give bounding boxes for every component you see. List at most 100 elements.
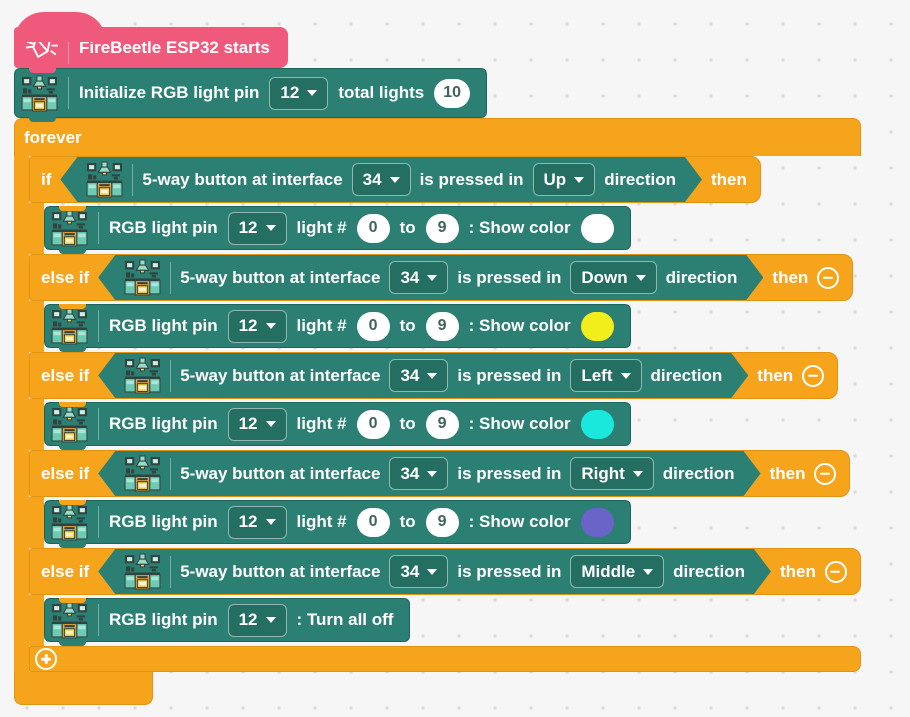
block-label: : Show color [468, 512, 571, 531]
condition-block-5way-button[interactable]: 5-way button at interface 34 is pressed … [98, 549, 771, 594]
minus-circle-icon[interactable] [824, 560, 847, 583]
condition-label: is pressed in [457, 463, 562, 483]
then-label: then [710, 169, 747, 189]
block-rgb-show-color[interactable]: RGB light pin 12 light # 0 to 9 : Show c… [44, 304, 631, 352]
plus-circle-icon[interactable] [35, 648, 57, 670]
forever-footer[interactable] [14, 672, 153, 705]
interface-dropdown-value: 34 [362, 169, 382, 189]
block-label: to [399, 414, 416, 433]
block-rgb-turn-all-off[interactable]: RGB light pin 12 : Turn all off [44, 598, 411, 646]
color-swatch-field[interactable] [580, 409, 614, 439]
block-forever: forever if 5-way button at interface 34 [14, 118, 861, 705]
block-label: to [399, 316, 416, 335]
if-row[interactable]: if 5-way button at interface 34 is press… [29, 156, 761, 203]
five-way-button-module-icon [86, 161, 123, 198]
condition-label: 5-way button at interface [180, 463, 381, 483]
block-label: Initialize RGB light pin [79, 83, 260, 102]
condition-label: is pressed in [419, 169, 524, 189]
minus-circle-icon[interactable] [817, 266, 840, 289]
else-if-row[interactable]: else if 5-way button at interface 34 is … [29, 450, 851, 497]
caret-down-icon [574, 177, 584, 183]
direction-dropdown-value: Middle [581, 561, 636, 581]
else-if-row[interactable]: else if 5-way button at interface 34 is … [29, 548, 861, 595]
rgb-module-icon [51, 406, 88, 443]
condition-label: 5-way button at interface [180, 365, 381, 385]
condition-label: 5-way button at interface [180, 267, 381, 287]
hat-block-firebeetle-esp32-starts[interactable]: FireBeetle ESP32 starts [14, 12, 288, 68]
color-swatch-field[interactable] [580, 311, 614, 341]
pin-dropdown[interactable]: 12 [227, 505, 287, 539]
else-if-keyword: else if [41, 267, 90, 287]
then-label: then [772, 267, 809, 287]
branch-body: RGB light pin 12 light # 0 to 9 : Show c… [29, 497, 631, 548]
five-way-button-module-icon [124, 259, 161, 296]
direction-dropdown[interactable]: Left [570, 359, 641, 392]
rgb-module-icon [51, 308, 88, 345]
then-label: then [779, 561, 816, 581]
color-swatch-field[interactable] [580, 213, 614, 243]
condition-block-5way-button[interactable]: 5-way button at interface 34 is pressed … [98, 353, 748, 398]
else-if-row[interactable]: else if 5-way button at interface 34 is … [29, 352, 839, 399]
condition-block-5way-button[interactable]: 5-way button at interface 34 is pressed … [98, 255, 763, 300]
light-to-field[interactable]: 9 [425, 213, 459, 243]
minus-circle-icon[interactable] [802, 364, 825, 387]
block-label: light # [296, 316, 347, 335]
direction-dropdown-value: Left [581, 365, 613, 385]
total-lights-field[interactable]: 10 [434, 78, 471, 108]
pin-dropdown[interactable]: 12 [227, 211, 287, 245]
light-to-field[interactable]: 9 [425, 311, 459, 341]
block-rgb-show-color[interactable]: RGB light pin 12 light # 0 to 9 : Show c… [44, 500, 631, 548]
pin-dropdown-value: 12 [238, 316, 258, 335]
caret-down-icon [621, 373, 631, 379]
block-label: : Show color [468, 414, 571, 433]
light-from-field[interactable]: 0 [356, 507, 390, 537]
condition-label: direction [604, 169, 676, 189]
direction-dropdown[interactable]: Up [533, 163, 596, 196]
condition-block-5way-button[interactable]: 5-way button at interface 34 is pressed … [60, 157, 702, 202]
light-from-field[interactable]: 0 [356, 213, 390, 243]
block-rgb-show-color[interactable]: RGB light pin 12 light # 0 to 9 : Show c… [44, 206, 631, 254]
five-way-button-module-icon [124, 553, 161, 590]
interface-dropdown[interactable]: 34 [389, 555, 448, 588]
rgb-module-icon [21, 75, 58, 112]
interface-dropdown[interactable]: 34 [352, 163, 411, 196]
block-if-else: if 5-way button at interface 34 is press… [29, 156, 861, 672]
branch-body: RGB light pin 12 light # 0 to 9 : Show c… [29, 203, 631, 254]
block-initialize-rgb-light[interactable]: Initialize RGB light pin 12 total lights… [14, 68, 488, 122]
interface-dropdown[interactable]: 34 [389, 261, 448, 294]
minus-circle-icon[interactable] [814, 462, 837, 485]
else-if-keyword: else if [41, 365, 90, 385]
light-from-field[interactable]: 0 [356, 409, 390, 439]
color-swatch-field[interactable] [580, 507, 614, 537]
block-label: RGB light pin [109, 316, 218, 335]
pin-dropdown[interactable]: 12 [227, 407, 287, 441]
interface-dropdown[interactable]: 34 [389, 359, 448, 392]
block-label: to [399, 512, 416, 531]
pin-dropdown[interactable]: 12 [269, 76, 329, 110]
forever-header[interactable]: forever [14, 118, 861, 156]
then-label: then [757, 365, 794, 385]
divider [98, 212, 99, 244]
pin-dropdown[interactable]: 12 [227, 309, 287, 343]
block-label: : Show color [468, 218, 571, 237]
light-to-field[interactable]: 9 [425, 409, 459, 439]
block-label: RGB light pin [109, 512, 218, 531]
block-label: light # [296, 218, 347, 237]
interface-dropdown[interactable]: 34 [389, 457, 448, 490]
divider [170, 360, 171, 392]
condition-block-5way-button[interactable]: 5-way button at interface 34 is pressed … [98, 451, 760, 496]
direction-dropdown[interactable]: Down [570, 261, 656, 294]
direction-dropdown[interactable]: Middle [570, 555, 664, 588]
pin-dropdown-value: 12 [280, 83, 300, 102]
divider [68, 77, 69, 109]
direction-dropdown[interactable]: Right [570, 457, 653, 490]
else-if-row[interactable]: else if 5-way button at interface 34 is … [29, 254, 854, 301]
light-to-field[interactable]: 9 [425, 507, 459, 537]
caret-down-icon [390, 177, 400, 183]
interface-dropdown-value: 34 [400, 267, 420, 287]
block-rgb-show-color[interactable]: RGB light pin 12 light # 0 to 9 : Show c… [44, 402, 631, 450]
caret-down-icon [427, 373, 437, 379]
light-from-field[interactable]: 0 [356, 311, 390, 341]
pin-dropdown[interactable]: 12 [227, 603, 287, 637]
